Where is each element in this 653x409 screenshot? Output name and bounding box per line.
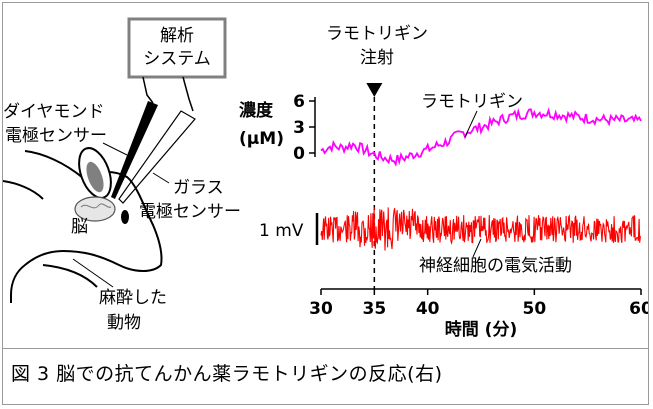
neural-activity-label: 神経細胞の電気活動 <box>419 256 572 276</box>
diamond-sensor-label-2: 電極センサー <box>5 126 107 146</box>
concentration-tick-label-1: 3 <box>293 118 305 138</box>
animal-eye <box>121 210 129 224</box>
time-tick-label-3: 50 <box>522 299 546 319</box>
concentration-tick-label-0: 0 <box>293 144 305 164</box>
cable-glass <box>182 76 194 112</box>
anesthetized-leader <box>72 258 114 288</box>
concentration-trace <box>320 107 642 167</box>
time-ticks: 30 35 40 50 60 <box>309 289 648 319</box>
figure-artwork: 解析 システム 脳 ダイヤモンド 電極センサー ガラス 電極センサー 麻酔した … <box>3 17 648 340</box>
anesthetized-label-1: 麻酔した <box>99 288 167 308</box>
analysis-system-box <box>127 17 227 79</box>
time-axis-label: 時間 (分) <box>445 319 517 340</box>
analysis-system-label-2: システム <box>143 49 211 69</box>
concentration-ticks: 0 3 6 <box>293 92 315 164</box>
figure-caption: 図 3 脳での抗てんかん薬ラモトリギンの反応(右) <box>11 363 443 385</box>
glass-sensor-label-1: ガラス <box>173 178 224 198</box>
injection-marker <box>366 83 383 97</box>
animal-inner-ear <box>86 161 104 193</box>
animal-back-outline <box>3 180 44 200</box>
animal-leg-outline <box>42 264 98 288</box>
brain-shape <box>74 196 116 222</box>
concentration-label-1: 濃度 <box>239 100 274 121</box>
diamond-sensor-label-1: ダイヤモンド <box>3 102 105 122</box>
diamond-sensor-leader <box>102 142 128 156</box>
injection-label-2: 注射 <box>360 48 394 68</box>
time-tick-label-0: 30 <box>309 299 333 319</box>
concentration-tick-label-2: 6 <box>293 92 305 112</box>
brain-folds <box>80 203 112 209</box>
neural-activity-leader <box>472 238 482 258</box>
caption-divider <box>3 348 648 349</box>
scale-bar-label: 1 mV <box>259 221 304 241</box>
time-tick-label-2: 40 <box>416 299 440 319</box>
injection-label-1: ラモトリギン <box>326 24 428 44</box>
drug-trace-label: ラモトリギン <box>421 92 523 112</box>
drug-trace-leader <box>464 110 478 138</box>
time-tick-label-4: 60 <box>629 299 648 319</box>
glass-sensor-label-2: 電極センサー <box>139 202 241 222</box>
glass-electrode <box>118 110 196 204</box>
anesthetized-label-2: 動物 <box>107 313 141 333</box>
time-tick-label-1: 35 <box>362 299 386 319</box>
figure-panel: 解析 システム 脳 ダイヤモンド 電極センサー ガラス 電極センサー 麻酔した … <box>2 2 649 405</box>
neural-activity-trace <box>320 207 641 251</box>
analysis-system-label-1: 解析 <box>160 26 194 46</box>
cable-diamond <box>142 76 154 104</box>
brain-label: 脳 <box>71 217 88 237</box>
concentration-label-2: (μM) <box>239 129 284 149</box>
glass-sensor-leader <box>152 172 170 184</box>
